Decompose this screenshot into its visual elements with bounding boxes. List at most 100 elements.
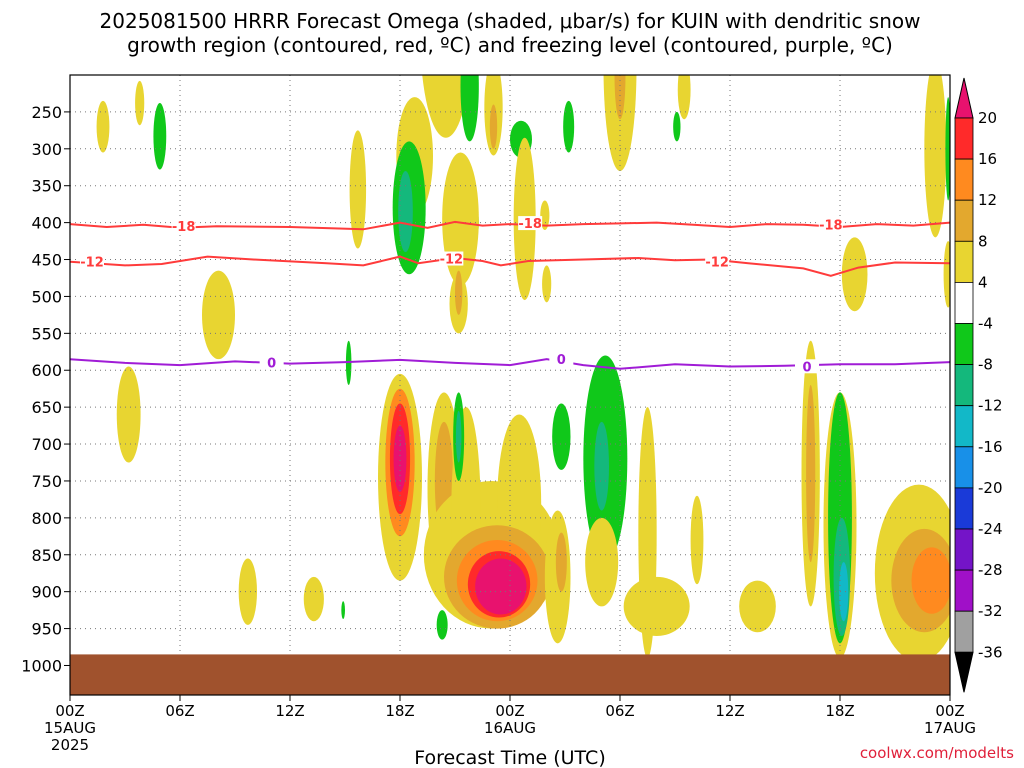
contour-label: 0 xyxy=(802,360,811,375)
omega-region xyxy=(839,562,849,622)
colorbar-segment xyxy=(954,487,974,530)
contour-label: 0 xyxy=(267,357,276,372)
omega-region xyxy=(841,237,868,312)
colorbar-tick-label: -4 xyxy=(978,315,993,333)
y-tick-label: 650 xyxy=(31,398,62,417)
contour-label: -18 xyxy=(819,219,843,234)
contour-label: -18 xyxy=(172,220,196,235)
y-tick-label: 750 xyxy=(31,472,62,491)
y-axis-tick-labels: 250 300 350 400 450 500 550 600 650 700 750 800 850 9… xyxy=(21,103,70,675)
omega-region xyxy=(455,410,462,463)
colorbar-segment xyxy=(954,323,974,365)
colorbar-segment xyxy=(954,240,974,283)
omega-region xyxy=(153,103,167,170)
x-tick-label: 12Z xyxy=(275,702,304,720)
colorbar-tick-label: -36 xyxy=(978,643,1003,661)
omega-region xyxy=(945,97,950,201)
contour-label-bg xyxy=(439,251,464,266)
colorbar-tick-label: -20 xyxy=(978,479,1003,497)
contour-label-bg xyxy=(549,351,574,366)
omega-region xyxy=(135,80,145,126)
colorbar-tick-label: 16 xyxy=(978,150,997,168)
x-tick-label: 06Z xyxy=(605,702,634,720)
colorbar-segment xyxy=(954,117,974,160)
x-axis-label: Forecast Time (UTC) xyxy=(414,747,605,768)
omega-region xyxy=(116,366,141,463)
x-tick-year: 2025 xyxy=(51,736,89,754)
omega-region xyxy=(238,558,257,625)
y-tick-label: 800 xyxy=(31,509,62,528)
colorbar-tick-label: 8 xyxy=(978,232,988,250)
omega-region xyxy=(552,403,571,470)
omega-region xyxy=(739,580,776,633)
x-tick-label: 00Z xyxy=(495,702,524,720)
contour-line xyxy=(70,255,950,277)
contour-label: -18 xyxy=(518,217,542,232)
contour-label-bg xyxy=(518,216,543,231)
y-tick-label: 700 xyxy=(31,435,62,454)
omega-region xyxy=(460,75,479,142)
x-tick-label: 00Z xyxy=(55,702,84,720)
colorbar-bottom-arrow xyxy=(954,651,974,693)
colorbar-tick-label: 20 xyxy=(978,109,997,127)
omega-region xyxy=(943,241,950,308)
contour-label-bg xyxy=(818,217,843,232)
omega-region xyxy=(563,100,575,153)
colorbar-tick-label: -16 xyxy=(978,438,1003,456)
grid-lines xyxy=(69,75,951,695)
omega-region xyxy=(585,517,619,607)
x-tick-label: 06Z xyxy=(165,702,194,720)
colorbar-tick-label: 12 xyxy=(978,191,997,209)
x-tick-label: 18Z xyxy=(385,702,414,720)
y-tick-label: 550 xyxy=(31,324,62,343)
colorbar: 20 16 12 8 4 -4 -8 -12 -16 -20 -24 -28 -32 -36 xyxy=(954,77,1003,693)
omega-region xyxy=(398,170,413,253)
contour-label-bg xyxy=(171,219,196,234)
contour-label-bg xyxy=(80,254,104,269)
plot-area: -18 -18 -18 -12 -12 -12 0 0 0 xyxy=(69,74,951,696)
omega-region xyxy=(422,75,470,138)
omega-region xyxy=(677,75,691,120)
colorbar-segment xyxy=(954,528,974,571)
contour-label: -12 xyxy=(80,255,104,270)
y-tick-label: 250 xyxy=(31,103,62,122)
y-tick-label: 400 xyxy=(31,214,62,233)
omega-region xyxy=(603,75,637,171)
ground-terrain xyxy=(70,654,950,695)
y-tick-label: 600 xyxy=(31,361,62,380)
colorbar-tick-label: -12 xyxy=(978,397,1003,415)
omega-region xyxy=(542,265,552,303)
y-tick-label: 900 xyxy=(31,583,62,602)
y-tick-label: 1000 xyxy=(21,656,62,675)
colorbar-segment xyxy=(954,405,974,448)
omega-region xyxy=(455,270,463,315)
contour-label-bg xyxy=(795,359,819,374)
colorbar-segment xyxy=(954,610,974,653)
colorbar-top-arrow xyxy=(954,77,974,119)
omega-region xyxy=(202,270,235,360)
contour-label: 0 xyxy=(557,353,566,368)
omega-region xyxy=(614,75,626,120)
x-tick-date: 17AUG xyxy=(924,719,976,737)
x-tick-label: 00Z xyxy=(935,702,964,720)
omega-region xyxy=(690,495,704,585)
contour-label: -12 xyxy=(440,253,464,268)
omega-region xyxy=(594,421,610,511)
y-tick-label: 300 xyxy=(31,140,62,159)
colorbar-segment xyxy=(954,446,974,489)
omega-region xyxy=(623,576,690,636)
colorbar-segment xyxy=(954,199,974,242)
contour-label-bg xyxy=(705,254,730,269)
colorbar-tick-label: -8 xyxy=(978,356,993,374)
y-tick-label: 500 xyxy=(31,287,62,306)
omega-shading xyxy=(96,75,950,662)
colorbar-segment xyxy=(954,158,974,201)
omega-region xyxy=(341,601,345,619)
y-tick-label: 350 xyxy=(31,177,62,196)
omega-region xyxy=(436,610,448,640)
colorbar-segment xyxy=(954,364,974,407)
colorbar-tick-label: -28 xyxy=(978,561,1003,579)
omega-region xyxy=(489,104,498,149)
